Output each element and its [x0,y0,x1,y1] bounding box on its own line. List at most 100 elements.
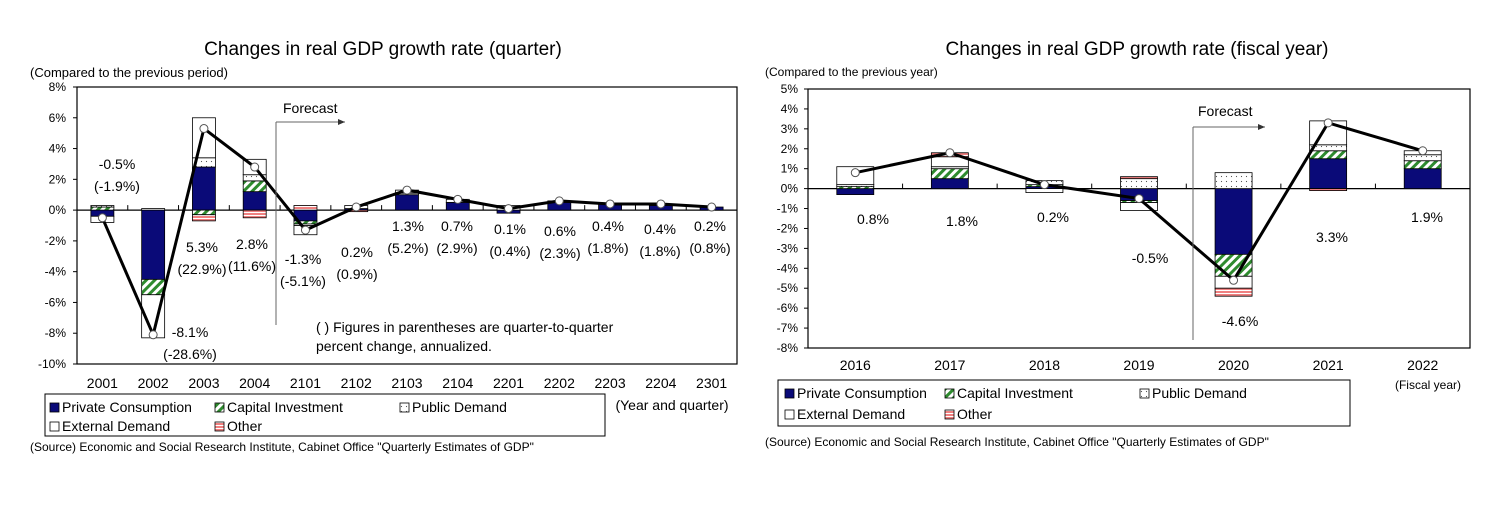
data-label: 0.4% [644,221,676,237]
legend-swatch-external-demand [784,409,795,420]
data-label: -0.5% [1132,250,1169,266]
bar-capital-investment [1403,160,1442,170]
y-tick-label: -1% [777,202,799,216]
y-tick-label: 0% [781,182,799,196]
forecast-label: Forecast [283,100,338,116]
legend-label-public-demand: Public Demand [1152,385,1247,401]
forecast-arrow-icon [1258,124,1265,130]
legend-box [777,379,1351,427]
forecast-arrow-icon [338,119,345,125]
y-tick-label: -2% [45,234,67,248]
data-label: 0.2% [341,244,373,260]
chart-subtitle: (Compared to the previous period) [30,65,228,80]
legend-label-external-demand: External Demand [62,418,170,434]
bar-private-consumption [242,191,267,211]
bar-public-demand [1214,172,1253,190]
x-tick-label: 2003 [188,375,219,391]
data-label: 1.3% [392,218,424,234]
bar-public-demand [90,205,115,208]
x-tick-label: 2002 [138,375,169,391]
bar-other [1309,188,1348,192]
y-tick-label: 2% [781,142,799,156]
legend-swatch-public-demand [1139,388,1150,399]
data-label: 0.6% [544,223,576,239]
x-tick-label: 2016 [840,357,871,373]
bar-private-consumption [836,188,875,195]
data-label: (1.8%) [587,240,628,256]
y-tick-label: -8% [45,326,67,340]
legend-label-private-consumption: Private Consumption [62,399,192,415]
bar-private-consumption [141,209,166,280]
plot-area [807,88,1471,349]
bar-public-demand [141,208,166,211]
bar-other [1120,176,1158,180]
total-growth-point [1229,275,1239,285]
x-tick-label: 2004 [239,375,270,391]
data-label: -0.5% [99,156,136,172]
data-label: 0.7% [441,218,473,234]
data-label: -8.1% [172,324,209,340]
bar-private-consumption [395,194,419,211]
source-note: (Source) Economic and Social Research In… [765,435,1269,449]
total-growth-point [1134,194,1144,204]
chart-title: Changes in real GDP growth rate (quarter… [204,39,562,60]
y-tick-label: -6% [45,295,67,309]
x-axis-label: (Year and quarter) [615,397,728,413]
y-tick-label: 1% [781,162,799,176]
y-tick-label: -7% [777,321,799,335]
total-growth-point [605,199,615,209]
bar-external-demand [1025,188,1064,194]
x-tick-label: 2301 [696,375,727,391]
x-tick-label: 2102 [341,375,372,391]
legend-label-external-demand: External Demand [797,406,905,422]
bar-other [1214,287,1253,297]
data-label: 0.2% [694,218,726,234]
y-tick-label: 3% [781,122,799,136]
x-tick-label: 2021 [1313,357,1344,373]
x-tick-label: 2104 [442,375,473,391]
bar-capital-investment [192,209,216,216]
bar-private-consumption [1309,158,1348,190]
legend-swatch-other [214,421,225,432]
y-tick-label: -6% [777,301,799,315]
bar-capital-investment [930,168,969,180]
y-tick-label: -3% [777,241,799,255]
data-label: (0.9%) [336,266,377,282]
total-growth-point [1039,180,1049,190]
data-label: (0.8%) [689,240,730,256]
bar-capital-investment [141,278,166,296]
bar-other [192,214,216,222]
data-label: 1.8% [946,213,978,229]
y-tick-label: 6% [49,111,67,125]
legend-swatch-capital-investment [214,402,225,413]
total-growth-point [402,185,412,195]
legend-swatch-capital-investment [944,388,955,399]
total-growth-point [850,168,860,178]
x-tick-label: 2001 [87,375,118,391]
bar-private-consumption [1403,168,1442,190]
bar-private-consumption [192,166,216,211]
x-tick-label: 2201 [493,375,524,391]
total-growth-point [453,194,463,204]
x-tick-label: 2019 [1123,357,1154,373]
y-tick-label: -4% [777,261,799,275]
chart-title: Changes in real GDP growth rate (fiscal … [946,39,1329,60]
total-growth-point [300,225,310,235]
data-label: (11.6%) [228,258,276,274]
source-note: (Source) Economic and Social Research In… [30,440,534,454]
total-growth-point [1418,146,1428,156]
data-label: (1.8%) [639,243,680,259]
x-axis-label: (Fiscal year) [1395,378,1461,392]
data-label: 0.2% [1037,209,1069,225]
x-tick-label: 2018 [1029,357,1060,373]
bar-private-consumption [930,178,969,190]
y-tick-label: -4% [45,265,67,279]
total-growth-point [1323,118,1333,128]
total-growth-point [945,148,955,158]
total-growth-point [199,124,209,134]
legend-label-other: Other [957,406,992,422]
bar-private-consumption [1214,188,1253,255]
forecast-label: Forecast [1198,103,1253,119]
legend-label-private-consumption: Private Consumption [797,385,927,401]
bar-capital-investment [1309,150,1348,160]
